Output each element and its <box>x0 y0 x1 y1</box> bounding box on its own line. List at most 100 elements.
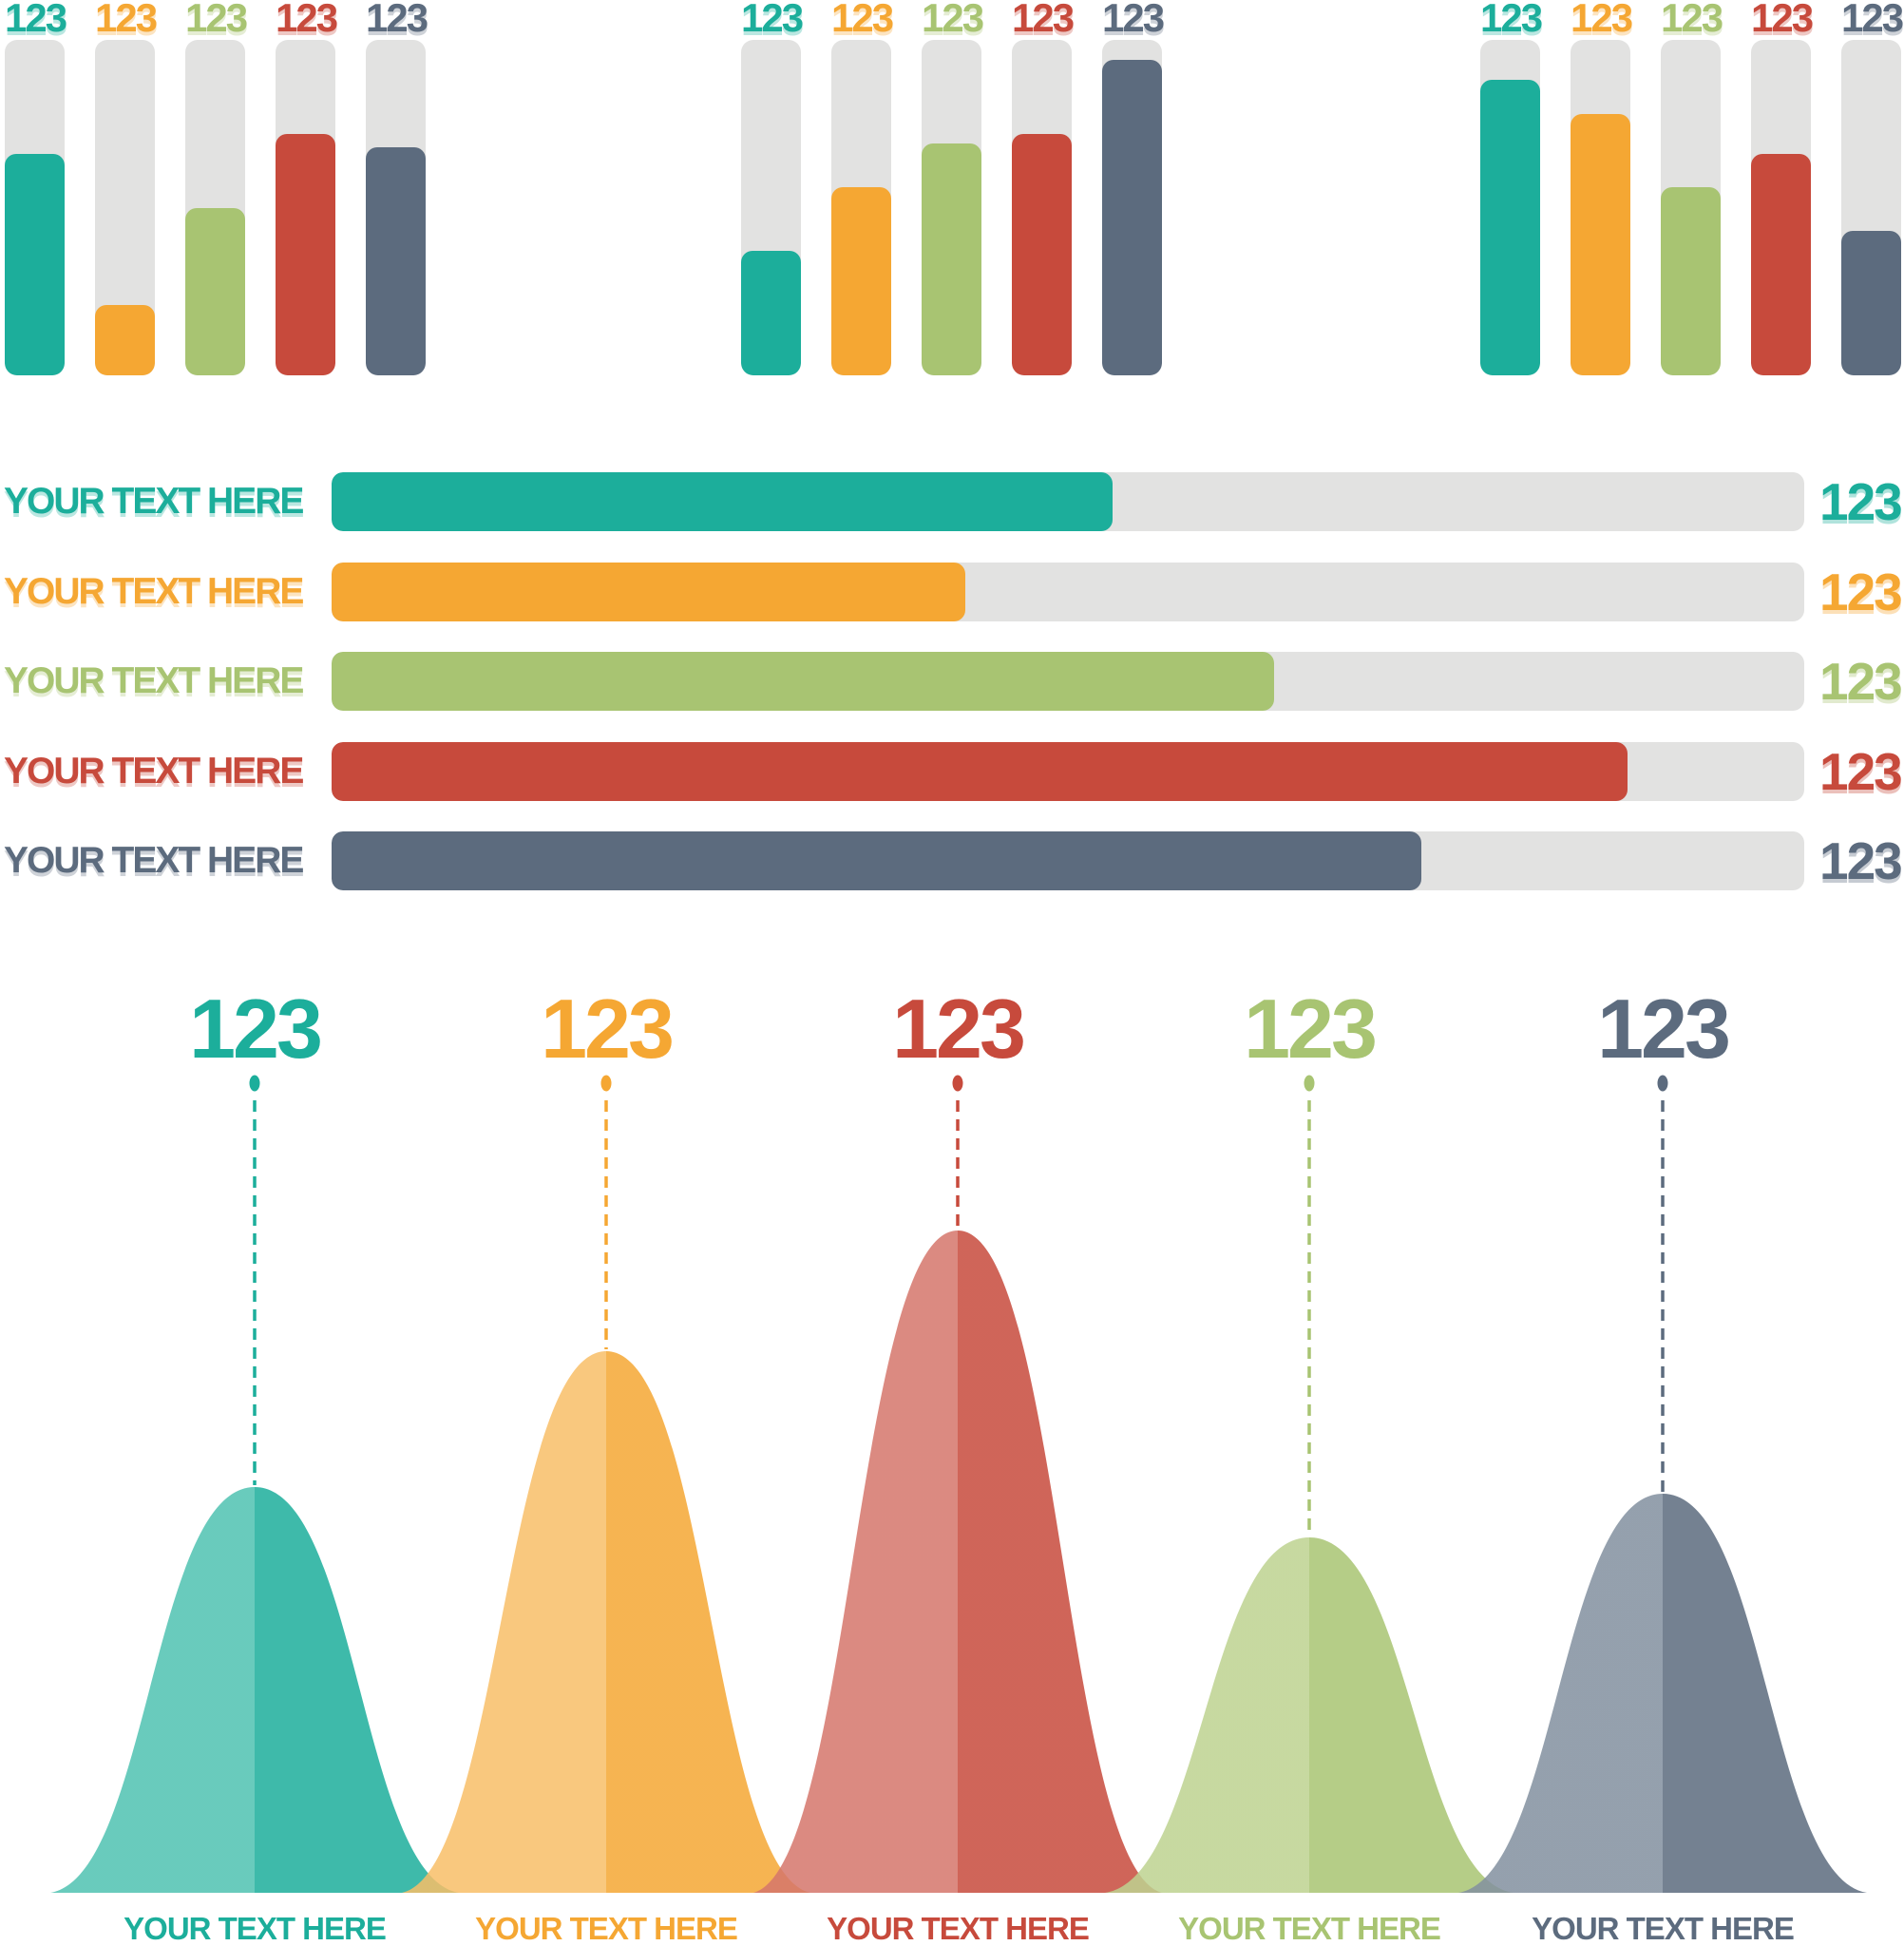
vertical-bar-column: 123 <box>831 0 894 375</box>
bar-track <box>1841 40 1901 375</box>
progress-label: YOUR TEXT HERE <box>4 660 304 701</box>
vertical-bar-group: 123 123 123 123 123 <box>1480 0 1904 375</box>
bell-curve <box>1458 1494 1867 1893</box>
bell-dot <box>952 1075 963 1092</box>
vertical-bar-group: 123 123 123 123 123 <box>741 0 1165 375</box>
bell-value-label: 123 <box>189 982 320 1076</box>
bar-track <box>741 40 801 375</box>
bar-fill <box>922 143 981 375</box>
bar-fill <box>276 133 335 375</box>
bell-dot <box>1304 1075 1315 1092</box>
bar-value-label: 123 <box>741 0 804 40</box>
progress-label: YOUR TEXT HERE <box>4 481 304 522</box>
bar-fill <box>95 304 155 375</box>
bar-fill <box>1841 231 1901 375</box>
bell-caption: YOUR TEXT HERE <box>124 1911 386 1946</box>
bar-track <box>1102 40 1162 375</box>
progress-label: YOUR TEXT HERE <box>4 840 304 881</box>
vertical-bar-column: 123 <box>741 0 804 375</box>
bell-curve <box>50 1487 459 1893</box>
bar-value-label: 123 <box>831 0 894 40</box>
bar-fill <box>1571 113 1630 375</box>
bar-track <box>185 40 245 375</box>
progress-track <box>332 652 1804 711</box>
vertical-bar-column: 123 <box>1661 0 1723 375</box>
bell-dot <box>249 1075 260 1092</box>
bell-dot <box>1657 1075 1668 1092</box>
bar-track <box>1751 40 1811 375</box>
bell-curve <box>1105 1537 1514 1893</box>
bar-value-label: 123 <box>276 0 338 40</box>
vertical-bar-column: 123 <box>922 0 984 375</box>
bar-value-label: 123 <box>922 0 984 40</box>
progress-track <box>332 472 1804 531</box>
bar-fill <box>1480 80 1540 375</box>
bar-fill <box>831 187 891 375</box>
progress-value: 123 <box>1819 831 1903 890</box>
bell-value-label: 123 <box>541 982 672 1076</box>
progress-fill <box>332 742 1628 801</box>
vertical-bar-column: 123 <box>1480 0 1543 375</box>
vertical-bar-column: 123 <box>185 0 248 375</box>
bar-fill <box>1661 187 1721 375</box>
bar-track <box>831 40 891 375</box>
vertical-bar-column: 123 <box>1751 0 1814 375</box>
bar-value-label: 123 <box>366 0 428 40</box>
bar-track <box>1661 40 1721 375</box>
vertical-bar-column: 123 <box>276 0 338 375</box>
bell-value-label: 123 <box>1244 982 1375 1076</box>
progress-row: YOUR TEXT HERE 123 <box>0 472 1904 531</box>
progress-fill <box>332 563 965 621</box>
progress-fill <box>332 652 1274 711</box>
bar-fill <box>366 146 426 375</box>
progress-fill <box>332 831 1421 890</box>
bell-caption: YOUR TEXT HERE <box>827 1911 1089 1946</box>
vertical-bar-group: 123 123 123 123 123 <box>5 0 428 375</box>
bar-fill <box>1102 60 1162 375</box>
bar-value-label: 123 <box>1012 0 1075 40</box>
bar-track <box>1480 40 1540 375</box>
progress-value: 123 <box>1819 472 1903 531</box>
bar-value-label: 123 <box>95 0 158 40</box>
bar-track <box>1012 40 1072 375</box>
bell-caption: YOUR TEXT HERE <box>1532 1911 1794 1946</box>
progress-value: 123 <box>1819 563 1903 621</box>
vertical-bar-column: 123 <box>5 0 67 375</box>
bar-fill <box>185 207 245 375</box>
progress-fill <box>332 472 1113 531</box>
vertical-bar-column: 123 <box>1012 0 1075 375</box>
progress-row: YOUR TEXT HERE 123 <box>0 652 1904 711</box>
bar-value-label: 123 <box>1102 0 1165 40</box>
progress-row: YOUR TEXT HERE 123 <box>0 831 1904 890</box>
bar-track <box>95 40 155 375</box>
bar-value-label: 123 <box>5 0 67 40</box>
progress-track <box>332 563 1804 621</box>
vertical-bar-column: 123 <box>95 0 158 375</box>
bell-curve <box>753 1231 1162 1893</box>
bar-value-label: 123 <box>1841 0 1904 40</box>
progress-value: 123 <box>1819 742 1903 801</box>
progress-label: YOUR TEXT HERE <box>4 751 304 792</box>
bar-value-label: 123 <box>1571 0 1633 40</box>
progress-row: YOUR TEXT HERE 123 <box>0 563 1904 621</box>
bar-fill <box>5 154 65 375</box>
bell-dot <box>600 1075 612 1092</box>
bell-value-label: 123 <box>1597 982 1728 1076</box>
bell-curve <box>402 1351 810 1893</box>
progress-label: YOUR TEXT HERE <box>4 571 304 612</box>
bar-fill <box>1012 133 1072 375</box>
bar-track <box>922 40 981 375</box>
progress-value: 123 <box>1819 652 1903 711</box>
bar-fill <box>1751 154 1811 375</box>
bar-track <box>1571 40 1630 375</box>
bar-track <box>366 40 426 375</box>
progress-row: YOUR TEXT HERE 123 <box>0 742 1904 801</box>
progress-track <box>332 742 1804 801</box>
vertical-bar-column: 123 <box>1571 0 1633 375</box>
bell-caption: YOUR TEXT HERE <box>1178 1911 1440 1946</box>
vertical-bar-column: 123 <box>366 0 428 375</box>
bar-value-label: 123 <box>185 0 248 40</box>
vertical-bar-column: 123 <box>1841 0 1904 375</box>
